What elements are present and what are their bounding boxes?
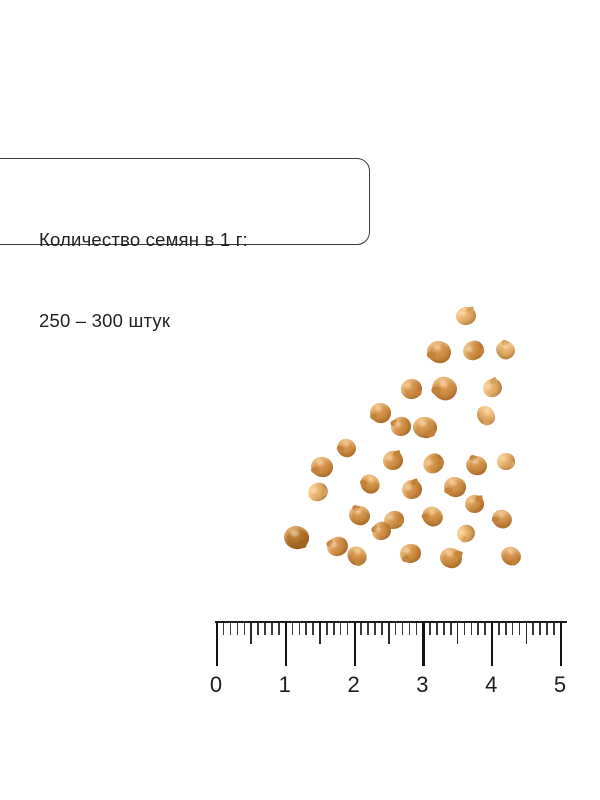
ruler-tick-half	[319, 623, 321, 644]
seed-count-text: Количество семян в 1 г: 250 – 300 штук	[39, 172, 369, 388]
ruler-tick-mm	[243, 623, 246, 635]
ruler-tick-mm	[394, 623, 397, 635]
ruler-tick-mm	[360, 623, 363, 635]
ruler-label-3: 3	[416, 672, 429, 697]
ruler-tick-mm	[222, 623, 225, 635]
seed-count-callout-box: Количество семян в 1 г: 250 – 300 штук	[0, 158, 370, 331]
ruler-tick-mm	[298, 623, 301, 635]
ruler-tick-mm	[436, 623, 438, 635]
ruler-tick-mm	[264, 623, 266, 635]
ruler-label-4: 4	[485, 672, 498, 697]
ruler-tick-mm	[326, 623, 328, 635]
ruler-tick-mm	[257, 623, 259, 635]
ruler-tick-mm	[312, 623, 314, 635]
ruler-tick-mm	[367, 623, 369, 635]
ruler-tick-mm	[539, 623, 541, 635]
ruler-baseline	[215, 621, 567, 623]
ruler-tick-mm	[477, 623, 480, 635]
ruler-tick-half	[525, 623, 528, 644]
ruler-tick-mm	[236, 623, 239, 635]
ruler-tick-cm	[216, 622, 219, 666]
ruler-label-5: 5	[553, 672, 567, 697]
ruler-tick-mm	[484, 623, 486, 635]
ruler-tick-mm	[546, 623, 548, 635]
ruler-tick-mm	[443, 623, 445, 635]
ruler-tick-mm	[504, 623, 507, 635]
ruler-tick-cm	[284, 622, 287, 666]
ruler-tick-mm	[339, 623, 342, 635]
ruler-tick-mm	[229, 623, 232, 635]
ruler-tick-cm	[353, 622, 356, 666]
ruler-tick-mm	[463, 623, 466, 635]
ruler-label-1: 1	[278, 672, 291, 697]
ruler-tick-mm	[511, 623, 514, 635]
ruler-tick-mm	[532, 623, 535, 635]
ruler-tick-mm	[277, 623, 280, 635]
ruler-tick-mm	[470, 623, 473, 635]
ruler-tick-cm	[491, 622, 494, 666]
ruler-label-0: 0	[209, 672, 223, 697]
ruler-tick-mm	[374, 623, 376, 635]
ruler-tick-mm	[498, 623, 500, 635]
ruler-tick-cm	[422, 622, 425, 666]
seed-count-line-2: 250 – 300 штук	[39, 310, 171, 331]
ruler-tick-mm	[346, 623, 349, 635]
ruler-tick-mm	[291, 623, 294, 635]
ruler-tick-mm	[518, 623, 521, 635]
ruler-tick-mm	[332, 623, 335, 635]
ruler-tick-mm	[429, 623, 431, 635]
ruler-tick-mm	[449, 623, 452, 635]
ruler-tick-half	[388, 623, 390, 644]
ruler-tick-mm	[271, 623, 273, 635]
ruler-tick-mm	[408, 623, 411, 635]
ruler-tick-mm	[401, 623, 404, 635]
ruler-tick-mm	[553, 623, 555, 635]
seed-count-line-1: Количество семян в 1 г:	[39, 229, 249, 250]
ruler-tick-cm	[560, 622, 563, 666]
ruler-tick-half	[456, 623, 459, 644]
ruler-tick-mm	[415, 623, 418, 635]
ruler-tick-half	[250, 623, 252, 644]
ruler-tick-mm	[381, 623, 383, 635]
ruler-tick-mm	[305, 623, 308, 635]
ruler-label-2: 2	[347, 672, 360, 697]
